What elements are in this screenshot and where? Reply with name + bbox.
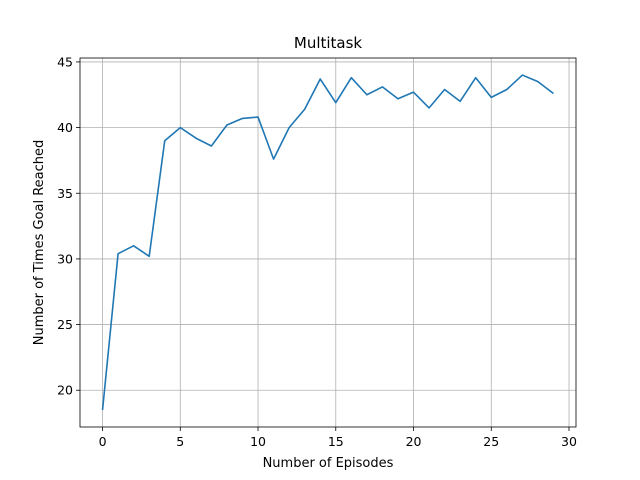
- x-tick-label: 25: [483, 434, 499, 449]
- series-layer: [101, 74, 554, 411]
- x-tick-label: 30: [561, 434, 577, 449]
- y-tick-label: 20: [57, 383, 73, 398]
- series-line: [101, 74, 554, 411]
- y-tick-label: 40: [57, 120, 73, 135]
- x-axis-label: Number of Episodes: [263, 456, 394, 471]
- y-tick-label: 45: [57, 54, 73, 69]
- x-tick-label: 20: [406, 434, 422, 449]
- y-axis-label: Number of Times Goal Reached: [32, 140, 47, 346]
- y-tick-label: 30: [57, 251, 73, 266]
- grid: [80, 58, 576, 427]
- x-tick-label: 0: [99, 434, 107, 449]
- x-tick-label: 15: [328, 434, 344, 449]
- chart-title: Multitask: [294, 34, 363, 52]
- x-tick-label: 10: [250, 434, 266, 449]
- x-tick-label: 5: [176, 434, 184, 449]
- y-tick-label: 35: [57, 186, 73, 201]
- plot-frame: [79, 57, 577, 428]
- y-tick-label: 25: [57, 317, 73, 332]
- axis-ticks: 0 5 10 15 20 25 30 20 25 30 35 40 45: [57, 54, 577, 449]
